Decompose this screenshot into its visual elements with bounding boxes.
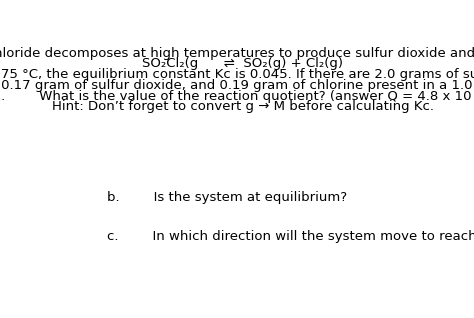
Text: SO₂Cl₂(g      ⇌  SO₂(g) + Cl₂(g): SO₂Cl₂(g ⇌ SO₂(g) + Cl₂(g) <box>142 57 344 70</box>
Text: 3.   Sulfuryl chloride decomposes at high temperatures to produce sulfur dioxide: 3. Sulfuryl chloride decomposes at high … <box>0 47 474 60</box>
Text: a.        What is the value of the reaction quotient? (answer Q = 4.8 x 10 ⁻⁴): a. What is the value of the reaction quo… <box>0 90 474 103</box>
Text: chloride, 0.17 gram of sulfur dioxide, and 0.19 gram of chlorine present in a 1.: chloride, 0.17 gram of sulfur dioxide, a… <box>0 79 474 92</box>
Text: Hint: Don’t forget to convert g → M before calculating Kc.: Hint: Don’t forget to convert g → M befo… <box>52 100 434 113</box>
Text: b.        Is the system at equilibrium?: b. Is the system at equilibrium? <box>107 191 347 204</box>
Text: c.        In which direction will the system move to reach equilibrium?: c. In which direction will the system mo… <box>107 230 474 243</box>
Text: At 375 °C, the equilibrium constant Kc is 0.045. If there are 2.0 grams of sulfu: At 375 °C, the equilibrium constant Kc i… <box>0 68 474 81</box>
